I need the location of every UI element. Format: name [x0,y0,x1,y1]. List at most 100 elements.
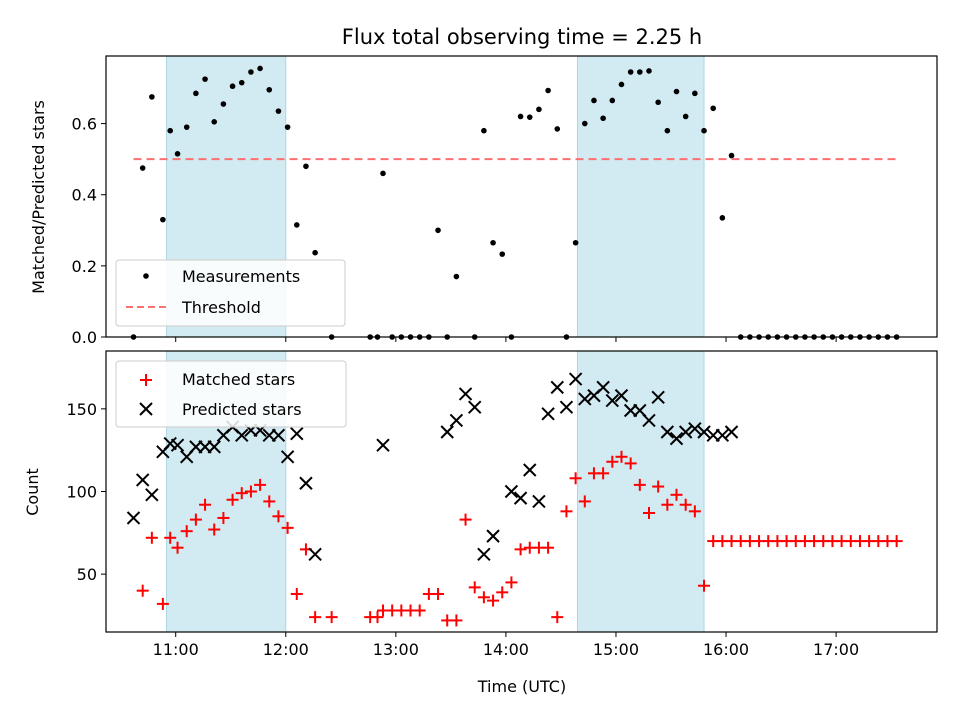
measurement-point [257,65,263,72]
measurement-point [435,227,441,234]
matched-star-point [597,467,610,480]
matched-star-point [208,523,221,536]
x-stroke-b [468,400,482,414]
matched-star-point [569,472,582,485]
matched-star-point [272,510,285,523]
ratio-legend-frame [115,259,346,327]
x-stroke-b [449,413,464,428]
predicted-star-point [614,388,629,403]
matched-star-point [309,611,322,624]
predicted-star-point [271,428,286,443]
measurement-point [581,120,588,127]
x-tick-label: 11:00 [153,640,199,659]
x-stroke-b [660,425,675,439]
matched-star-point [477,591,490,604]
matched-star-point [226,493,239,506]
x-tick-label: 12:00 [263,640,309,659]
measurement-point [591,97,597,104]
ratio-marks [130,65,900,340]
matched-star-point [890,535,903,548]
measurement-point [229,83,236,90]
matched-star-point [698,579,711,592]
x-stroke-b [135,473,150,487]
matched-star-point [496,586,509,599]
predicted-star-point [568,372,583,386]
matched-star-point [281,521,294,534]
legend-predicted-marker [139,402,153,416]
measurement-point [312,249,318,256]
predicted-star-point [477,547,491,562]
matched-star-point [679,498,692,511]
x-stroke-b [523,463,537,477]
measurement-point [202,76,208,82]
predicted-star-point [550,380,564,395]
measurement-point [554,126,561,132]
measurement-point [266,86,273,93]
matched-star-point [371,611,384,624]
y-tick-label: 50 [77,565,97,584]
x-stroke-b [651,390,665,404]
x-stroke-b [614,388,629,403]
x-stroke-b [145,488,159,502]
x-stroke-b [568,372,583,386]
x-tick-label: 14:00 [483,640,529,659]
x-stroke-b [170,438,185,452]
measurement-point [710,105,716,112]
measurement-point [517,113,524,120]
matched-star-point [180,525,193,538]
matched-star-point [560,505,573,518]
measurement-point [600,115,606,122]
predicted-star-point [207,440,221,454]
measurement-point [238,79,245,86]
matched-star-point [432,587,445,600]
y-tick-label: 0.0 [72,328,97,347]
count-marks [126,372,903,627]
x-stroke-b [633,403,647,418]
predicted-star-point [559,400,574,414]
x-tick-label: 15:00 [593,640,639,659]
x-stroke-b [596,380,610,395]
predicted-star-point [715,428,730,443]
measurement-point [293,222,300,228]
measurement-point [572,239,579,246]
matched-star-point [171,541,184,554]
matched-star-point [290,587,303,600]
matched-star-point [199,498,212,511]
x-stroke-b [376,438,390,452]
x-stroke-b [678,425,693,439]
predicted-star-point [724,425,739,439]
measurement-point [701,127,707,134]
matched-star-point [145,531,158,544]
predicted-star-point [697,425,711,439]
x-stroke-b [559,400,574,414]
predicted-star-point [605,393,620,408]
y-tick-label: 100 [66,483,97,502]
predicted-star-point [513,491,528,505]
legend-measurements-label: Measurements [182,267,300,286]
matched-star-point [551,611,564,624]
predicted-star-point [504,484,519,499]
measurement-point [490,239,496,246]
ratio-y-ticks: 0.0 0.2 0.4 0.6 [72,115,106,347]
x-stroke-b [578,392,592,406]
predicted-star-point [170,438,185,452]
count-legend-frame [115,360,347,428]
legend-matched-marker [140,374,152,386]
measurement-point [193,90,199,97]
measurement-point [673,88,680,95]
measurement-point [453,273,460,280]
measurement-point [536,106,542,113]
x-axis-label: Time (UTC) [477,677,566,696]
legend-matched-label: Matched stars [182,370,295,389]
predicted-star-point [135,473,150,487]
predicted-star-point [440,425,454,439]
x-stroke-b [541,407,555,421]
predicted-star-point [145,488,159,502]
matched-star-point [136,584,149,597]
measurement-point [275,108,282,114]
measurement-point [655,99,661,106]
x-stroke-b [697,425,711,439]
y-tick-label: 0.4 [72,186,97,205]
